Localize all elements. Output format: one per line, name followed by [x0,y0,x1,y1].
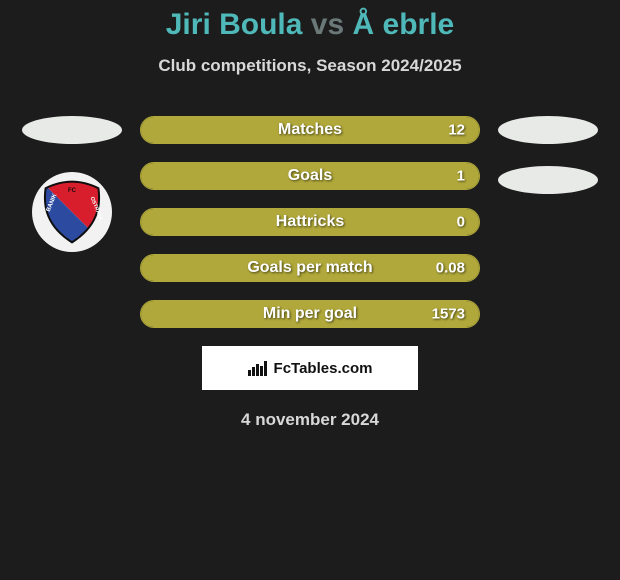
stat-value: 1 [457,168,465,185]
crest-fc: FC [68,188,77,194]
stat-value: 0 [457,214,465,231]
stats-column: Matches 12 Goals 1 Hattricks 0 Goals per… [140,116,480,328]
subtitle: Club competitions, Season 2024/2025 [0,56,620,76]
stat-min-per-goal: Min per goal 1573 [140,300,480,328]
stat-value: 0.08 [436,260,465,277]
title-player1: Jiri Boula [166,8,303,41]
stat-hattricks: Hattricks 0 [140,208,480,236]
title-vs: vs [311,8,344,41]
stat-label: Min per goal [263,305,357,323]
stat-value: 12 [448,122,465,139]
right-column [498,116,598,216]
player2-pill-1 [498,116,598,144]
main-area: BANIK OSTRAVA FC Matches 12 Goals 1 Hatt… [0,116,620,328]
stat-value: 1573 [432,306,465,323]
stat-goals-per-match: Goals per match 0.08 [140,254,480,282]
stat-label: Hattricks [276,213,344,231]
root: Jiri Boula vs Å ebrle Club competitions,… [0,0,620,430]
club-crest: BANIK OSTRAVA FC [32,172,112,252]
stat-goals: Goals 1 [140,162,480,190]
player1-pill [22,116,122,144]
page-title: Jiri Boula vs Å ebrle [0,8,620,42]
stat-label: Matches [278,121,342,139]
bar-chart-icon [248,360,268,376]
brand-text: FcTables.com [274,360,373,377]
player2-pill-2 [498,166,598,194]
crest-svg: BANIK OSTRAVA FC [39,179,105,245]
brand-box[interactable]: FcTables.com [202,346,418,390]
stat-label: Goals [288,167,332,185]
date: 4 november 2024 [0,410,620,430]
title-player2: Å ebrle [353,8,455,41]
stat-label: Goals per match [247,259,372,277]
left-column: BANIK OSTRAVA FC [22,116,122,252]
stat-matches: Matches 12 [140,116,480,144]
